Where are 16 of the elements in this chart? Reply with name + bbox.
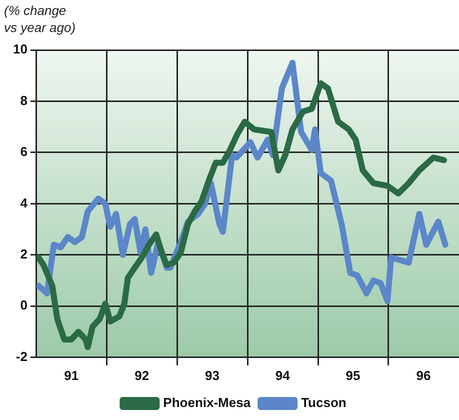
x-tick-label: 95 <box>346 368 360 383</box>
y-tick-label: -2 <box>16 348 28 364</box>
y-tick-label: 10 <box>12 42 28 57</box>
y-tick-label: 6 <box>20 144 28 160</box>
y-tick-label: 4 <box>20 195 28 210</box>
y-tick-label: 0 <box>20 298 28 313</box>
x-tick-label: 94 <box>275 368 291 383</box>
legend-label: Tucson <box>301 395 346 410</box>
x-tick-label: 91 <box>64 368 79 383</box>
y-tick-label: 2 <box>20 246 28 262</box>
legend-label: Phoenix-Mesa <box>163 395 252 410</box>
x-tick-label: 93 <box>205 368 220 383</box>
x-tick-label: 92 <box>134 368 150 383</box>
y-tick-label: 8 <box>20 92 28 108</box>
x-tick-label: 96 <box>416 368 431 383</box>
y-axis-title: (% change vs year ago) <box>4 2 76 36</box>
